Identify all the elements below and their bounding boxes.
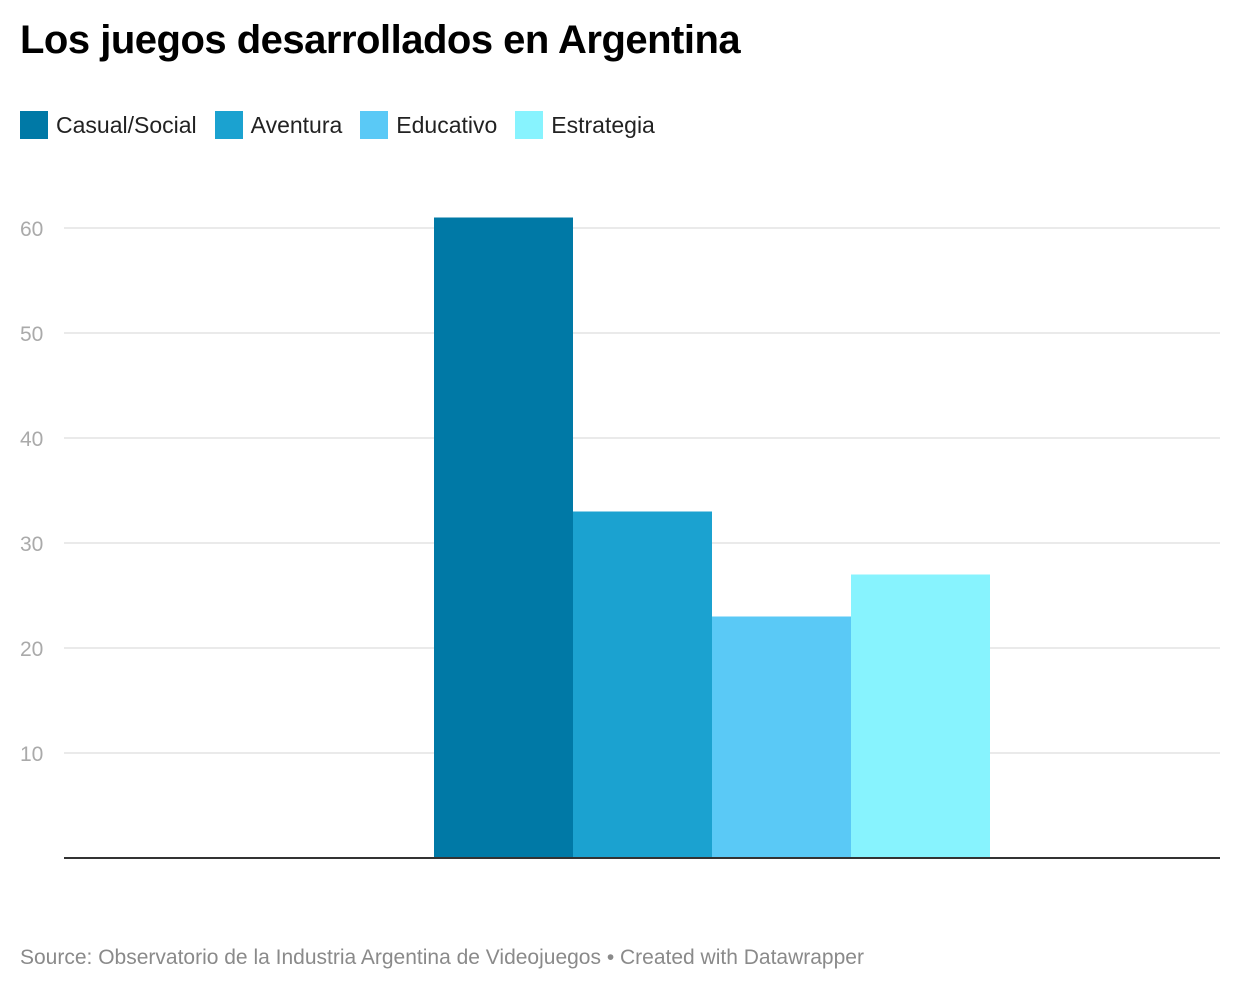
legend-label: Estrategia	[551, 111, 655, 138]
legend: Casual/Social Aventura Educativo Estrategia	[20, 111, 673, 139]
legend-swatch	[360, 111, 389, 139]
legend-swatch	[214, 111, 243, 139]
bar	[851, 574, 990, 858]
legend-item: Estrategia	[515, 111, 655, 139]
chart-title: Los juegos desarrollados en Argentina	[20, 18, 741, 62]
y-tick-label: 60	[20, 218, 43, 241]
legend-item: Educativo	[360, 111, 497, 139]
bar	[434, 217, 573, 858]
legend-swatch	[20, 111, 48, 139]
source-footer: Source: Observatorio de la Industria Arg…	[20, 946, 864, 969]
legend-swatch	[515, 111, 544, 139]
y-tick-label: 30	[20, 533, 43, 556]
y-tick-label: 50	[20, 323, 43, 346]
bar	[573, 511, 712, 858]
bar	[712, 616, 851, 858]
bar-chart: 10 20 30 40 50 60	[20, 217, 1220, 859]
y-tick-label: 10	[20, 743, 43, 766]
y-tick-label: 20	[20, 638, 43, 661]
y-tick-label: 40	[20, 428, 43, 451]
legend-label: Educativo	[396, 111, 498, 138]
legend-item: Casual/Social	[20, 111, 197, 139]
legend-item: Aventura	[214, 111, 343, 139]
legend-label: Aventura	[250, 111, 343, 138]
legend-label: Casual/Social	[56, 111, 197, 138]
